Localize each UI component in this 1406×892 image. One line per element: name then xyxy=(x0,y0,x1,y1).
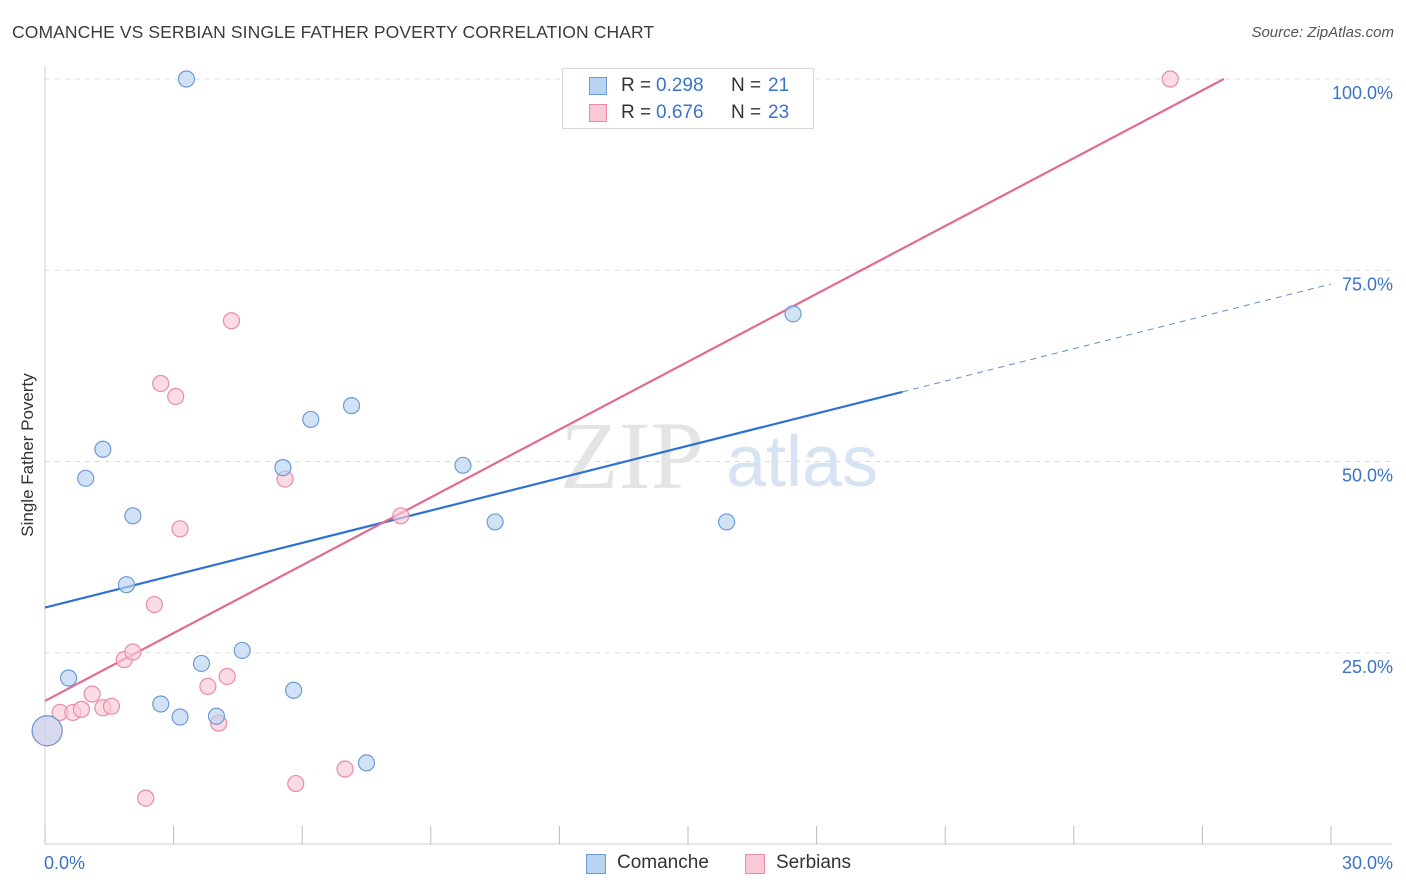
chart-title: COMANCHE VS SERBIAN SINGLE FATHER POVERT… xyxy=(12,22,655,42)
point-comanche xyxy=(59,669,78,687)
legend-n-value: 23 xyxy=(768,102,790,123)
point-serbian xyxy=(336,760,354,778)
point-comanche xyxy=(357,754,376,772)
stats-legend: R = 0.298 N = 21 R = 0.676 N = 23 xyxy=(562,68,814,129)
trend-line-serbian xyxy=(44,78,1225,702)
point-comanche xyxy=(274,459,292,477)
trend-lines xyxy=(44,78,1332,702)
series-legend-label-comanche: Comanche xyxy=(617,852,709,873)
point-serbian xyxy=(287,774,305,793)
point-serbian xyxy=(171,520,189,538)
point-comanche xyxy=(784,305,802,323)
point-comanche xyxy=(233,641,251,660)
point-comanche xyxy=(117,576,136,594)
trend-line-comanche xyxy=(44,390,903,609)
source-label: Source: ZipAtlas.com xyxy=(1251,24,1394,41)
y-tick-label: 75.0% xyxy=(1342,274,1393,294)
watermark-zip: ZIP xyxy=(560,402,704,509)
x-tick-label-min: 0.0% xyxy=(44,853,85,873)
point-serbian xyxy=(218,667,236,686)
y-tick-label: 50.0% xyxy=(1342,466,1393,486)
point-comanche xyxy=(152,695,170,713)
tick-labels: 25.0% 50.0% 75.0% 100.0% 0.0% 30.0% xyxy=(44,83,1393,873)
legend-r-value: 0.676 xyxy=(656,102,704,123)
trend-line-comanche-extension xyxy=(902,283,1332,393)
legend-r-label: R = xyxy=(621,102,652,123)
legend-row-serbian: R = 0.676 N = 23 xyxy=(563,101,813,127)
legend-r-value: 0.298 xyxy=(656,75,704,96)
point-serbian xyxy=(152,374,170,393)
point-comanche xyxy=(207,707,226,725)
data-points xyxy=(31,70,1179,807)
x-tick-label-max: 30.0% xyxy=(1342,853,1393,873)
point-comanche xyxy=(124,507,142,525)
point-serbian xyxy=(167,387,185,406)
point-comanche xyxy=(717,513,736,531)
point-comanche xyxy=(171,708,189,726)
legend-n-label: N = xyxy=(731,75,762,96)
series-legend-swatch-serbian xyxy=(745,854,765,874)
point-serbian xyxy=(102,697,121,715)
legend-swatch-serbian xyxy=(589,104,607,122)
legend-r-label: R = xyxy=(621,75,652,96)
y-axis-label: Single Father Poverty xyxy=(18,373,37,537)
legend-n-label: N = xyxy=(731,102,762,123)
watermark: ZIP atlas xyxy=(560,402,878,509)
point-serbian xyxy=(222,312,241,330)
point-comanche xyxy=(177,70,196,88)
point-serbian xyxy=(83,685,101,703)
point-comanche xyxy=(77,469,95,487)
point-comanche xyxy=(302,410,320,429)
axes xyxy=(44,66,1392,845)
point-comanche xyxy=(285,681,303,699)
point-serbian xyxy=(124,643,142,661)
watermark-atlas: atlas xyxy=(726,422,878,502)
point-serbian xyxy=(72,700,91,718)
point-comanche xyxy=(192,654,211,673)
series-legend-swatch-comanche xyxy=(586,854,606,874)
legend-swatch-comanche xyxy=(589,77,607,95)
point-serbian xyxy=(392,507,410,525)
legend-row-comanche: R = 0.298 N = 21 xyxy=(563,74,813,100)
y-tick-label: 25.0% xyxy=(1342,657,1393,677)
point-comanche xyxy=(486,513,504,531)
point-serbian xyxy=(199,677,217,696)
point-serbian xyxy=(145,595,163,614)
point-serbian xyxy=(1161,70,1179,88)
y-tick-label: 100.0% xyxy=(1332,83,1393,103)
legend-n-value: 21 xyxy=(768,75,790,96)
point-comanche xyxy=(31,715,63,747)
point-comanche xyxy=(454,456,472,474)
point-comanche xyxy=(94,440,112,458)
point-serbian xyxy=(137,789,155,807)
series-legend-label-serbian: Serbians xyxy=(776,852,851,873)
gridlines xyxy=(45,78,1392,654)
point-comanche xyxy=(342,397,361,415)
